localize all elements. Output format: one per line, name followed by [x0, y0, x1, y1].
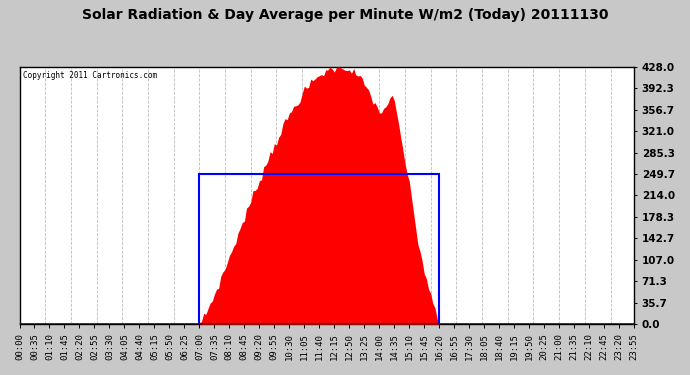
Bar [199, 174, 440, 324]
Text: Solar Radiation & Day Average per Minute W/m2 (Today) 20111130: Solar Radiation & Day Average per Minute… [81, 8, 609, 21]
Text: Copyright 2011 Cartronics.com: Copyright 2011 Cartronics.com [23, 70, 157, 80]
